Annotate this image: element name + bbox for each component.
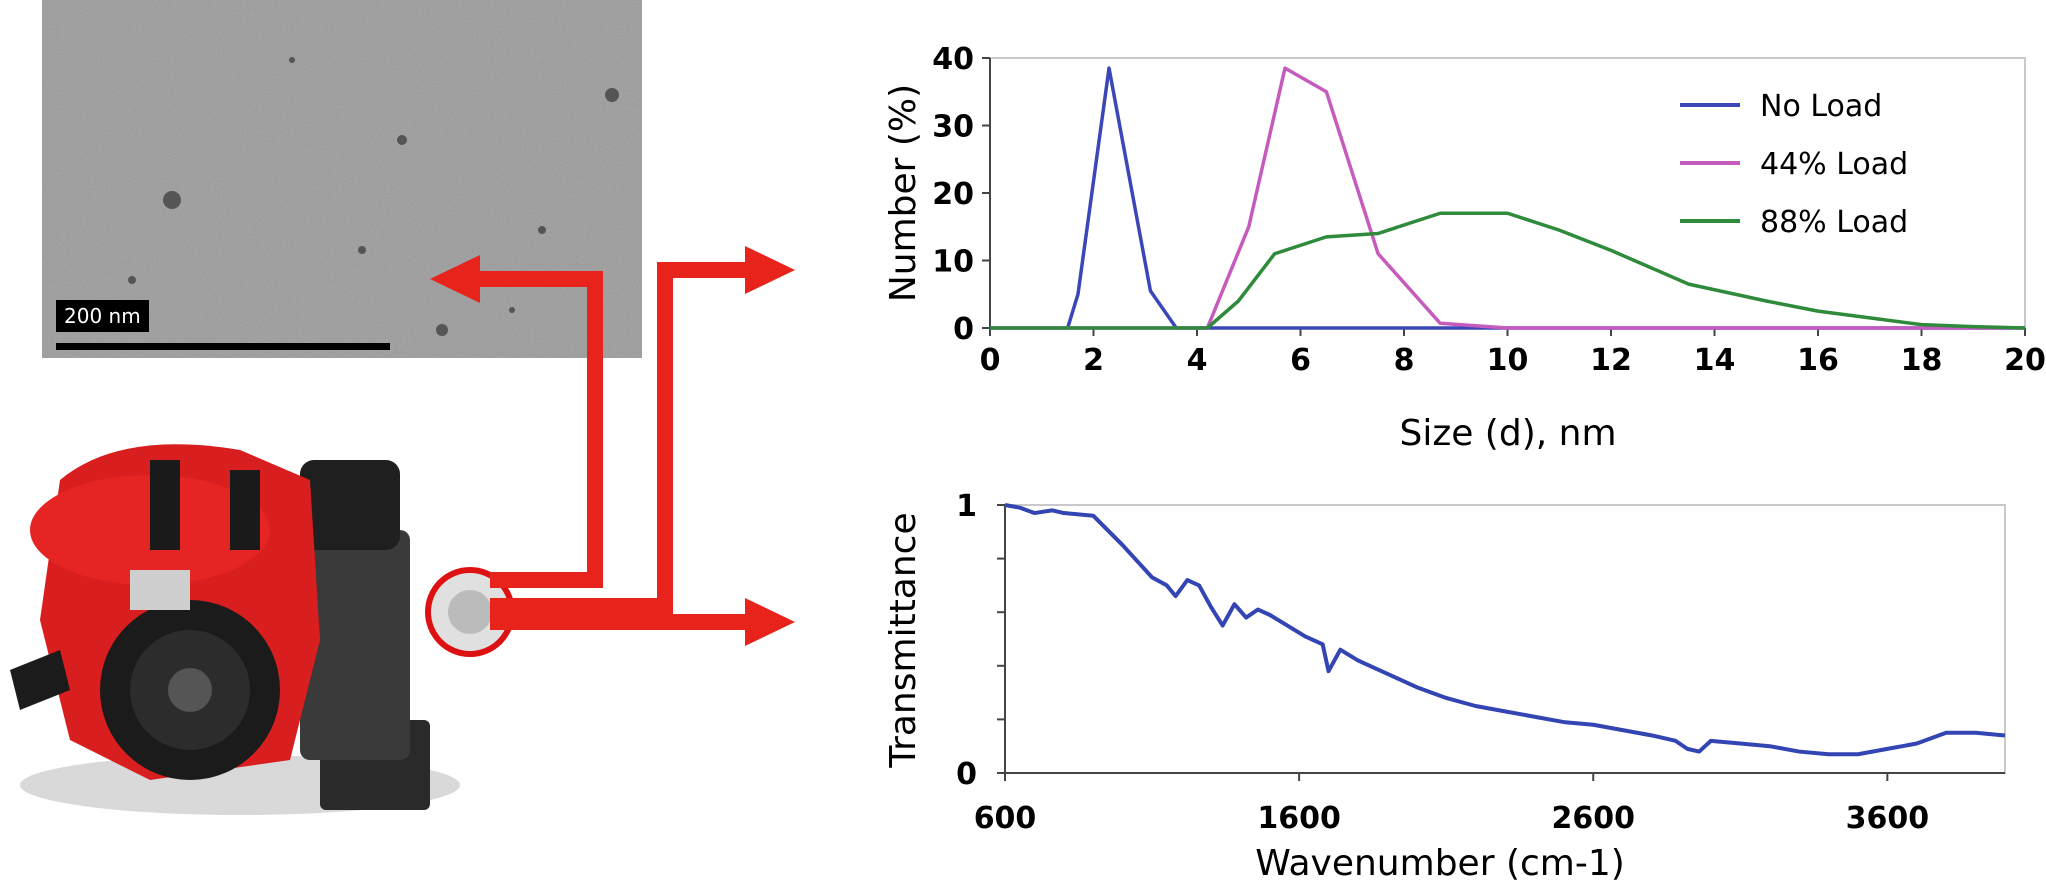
y-tick-label: 30 (932, 110, 974, 145)
x-tick-label: 16 (1797, 343, 1839, 378)
y-tick-label: 0 (953, 312, 974, 347)
y-axis-title: Transmittance (883, 512, 924, 768)
y-tick-label: 0 (956, 757, 977, 792)
x-tick-label: 6 (1290, 343, 1311, 378)
x-tick-label: 600 (974, 801, 1037, 836)
series-line-2 (990, 211, 2026, 330)
y-tick-label: 1 (956, 489, 977, 524)
x-tick-label: 18 (1901, 343, 1943, 378)
series-lines (1004, 503, 2006, 757)
plot-area (1004, 504, 2006, 774)
transmittance-line (1004, 503, 2006, 757)
x-axis-title: Wavenumber (cm-1) (1255, 843, 1625, 884)
x-tick-label: 14 (1694, 343, 1736, 378)
x-tick-label: 12 (1590, 343, 1632, 378)
x-tick-label: 8 (1394, 343, 1415, 378)
x-tick-label: 0 (980, 343, 1001, 378)
legend-label-2: 88% Load (1760, 205, 1908, 240)
y-tick-label: 40 (932, 42, 974, 77)
x-tick-label: 10 (1487, 343, 1529, 378)
series-line-1 (990, 66, 2025, 330)
x-tick-label: 1600 (1257, 801, 1341, 836)
x-axis-title: Size (d), nm (1399, 413, 1616, 454)
tick-labels: 0 2 4 6 8 10 12 14 16 18 20 0 10 20 30 40 (932, 42, 2046, 378)
x-tick-label: 3600 (1846, 801, 1930, 836)
x-tick-label: 4 (1187, 343, 1208, 378)
legend-label-0: No Load (1760, 89, 1882, 124)
legend-label-1: 44% Load (1760, 147, 1908, 182)
x-tick-label: 20 (2004, 343, 2046, 378)
legend: No Load 44% Load 88% Load (1680, 89, 1908, 240)
size-distribution-chart: 0 2 4 6 8 10 12 14 16 18 20 0 10 20 30 40 No Load 44% Lo… (883, 42, 2046, 454)
scale-bar (56, 343, 390, 350)
y-tick-label: 20 (932, 177, 974, 212)
engine-illustration (10, 444, 515, 815)
series-lines (990, 66, 2026, 330)
plot-area (989, 57, 2026, 329)
y-axis-title: Number (%) (883, 84, 924, 302)
tem-micrograph (42, 0, 642, 358)
x-tick-label: 2 (1083, 343, 1104, 378)
x-tick-label: 2600 (1551, 801, 1635, 836)
y-tick-label: 10 (932, 245, 974, 280)
axes (997, 504, 2005, 781)
scale-bar-label: 200 nm (56, 300, 149, 332)
